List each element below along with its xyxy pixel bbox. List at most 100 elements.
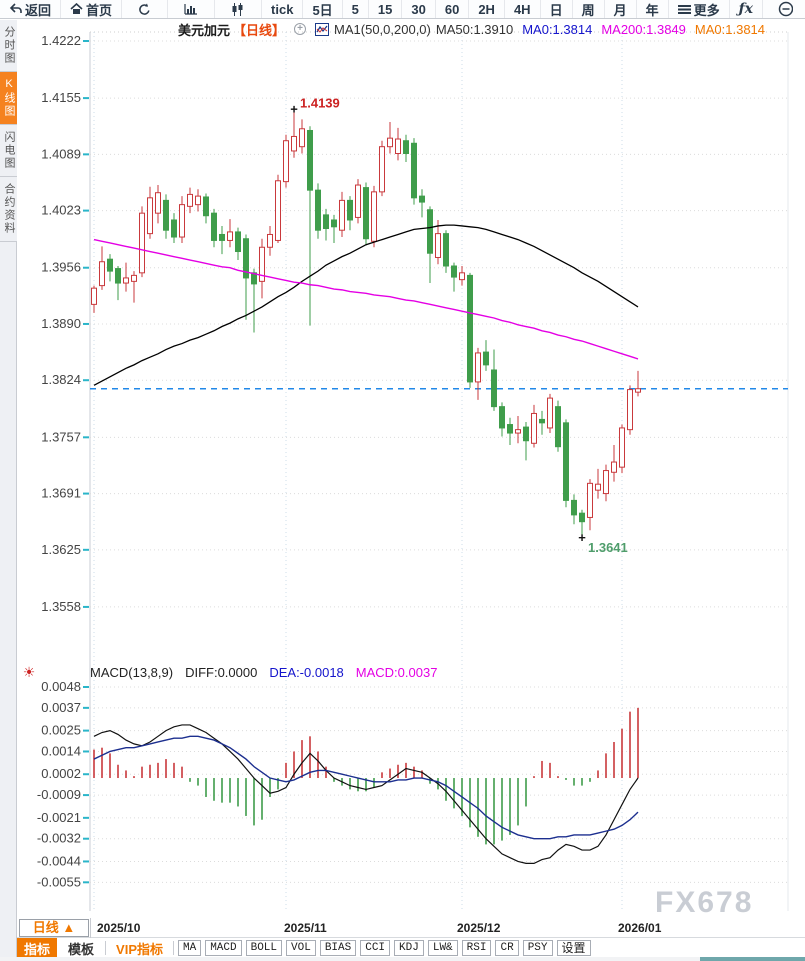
back-label: 返回 <box>25 2 52 18</box>
interval-60min-button[interactable]: 60 <box>436 0 470 18</box>
formula-button[interactable]: ƒx <box>730 0 764 18</box>
indicator-ma-button[interactable]: MA <box>178 940 202 956</box>
tab-indicators[interactable]: 指标 <box>17 937 58 959</box>
line-chart-button[interactable] <box>168 0 216 18</box>
vip-indicators-button[interactable]: VIP指标 <box>116 941 163 957</box>
svg-text:1.3956: 1.3956 <box>41 260 81 275</box>
svg-text:1.3890: 1.3890 <box>41 316 81 331</box>
bottom-toolbar: 指标 模板 VIP指标 MA MACD BOLL VOL BIAS CCI KD… <box>17 937 805 959</box>
indicator-bias-button[interactable]: BIAS <box>319 940 357 956</box>
svg-text:1.4089: 1.4089 <box>41 146 81 161</box>
interval-4h-button[interactable]: 4H <box>505 0 541 18</box>
settings-button[interactable]: 设置 <box>556 940 591 956</box>
column-chart-icon <box>184 3 198 15</box>
5day-label: 5日 <box>312 2 333 18</box>
week-label: 周 <box>581 2 595 18</box>
indicator-cci-button[interactable]: CCI <box>360 940 391 956</box>
main-chart-header: 美元加元 【日线】 + MA1(50,0,200,0) MA50:1.3910 … <box>178 21 766 38</box>
more-button[interactable]: 更多 <box>669 0 730 18</box>
svg-text:0.0025: 0.0025 <box>41 723 81 738</box>
svg-text:-0.0009: -0.0009 <box>37 787 81 802</box>
indicator-rsi-button[interactable]: RSI <box>461 940 492 956</box>
divider <box>173 941 174 955</box>
indicator-psy-button[interactable]: PSY <box>522 940 553 956</box>
svg-text:1.4155: 1.4155 <box>41 90 81 105</box>
back-button[interactable]: 返回 <box>0 0 62 18</box>
interval-30min-button[interactable]: 30 <box>402 0 436 18</box>
divider <box>105 941 107 955</box>
interval-week-button[interactable]: 周 <box>573 0 605 18</box>
add-indicator-icon[interactable]: + <box>294 23 307 35</box>
interval-5min-button[interactable]: 5 <box>343 0 369 18</box>
indicator-macd-button[interactable]: MACD <box>205 940 242 956</box>
interval-year-button[interactable]: 年 <box>637 0 669 18</box>
zoom-out-button[interactable] <box>763 0 794 18</box>
interval-5day-button[interactable]: 5日 <box>303 0 343 18</box>
svg-text:1.3757: 1.3757 <box>41 429 81 444</box>
tab-templates[interactable]: 模板 <box>68 941 95 957</box>
svg-text:1.3691: 1.3691 <box>41 486 81 501</box>
indicator-lw-button[interactable]: LW& <box>427 940 458 956</box>
sidebar-tab-lightning-chart[interactable]: 闪电图 <box>0 125 17 177</box>
indicator-boll-button[interactable]: BOLL <box>245 940 283 956</box>
period-selector-button[interactable]: 日线 ▲ <box>19 919 89 937</box>
interval-tick-button[interactable]: tick <box>262 0 304 18</box>
interval-15min-button[interactable]: 15 <box>369 0 403 18</box>
home-icon <box>70 3 83 15</box>
indicator-cr-button[interactable]: CR <box>495 940 519 956</box>
ma0-orange-value: MA0:1.3814 <box>694 21 766 37</box>
interval-day-button[interactable]: 日 <box>541 0 573 18</box>
svg-text:1.3641: 1.3641 <box>588 540 628 555</box>
indicator-vol-button[interactable]: VOL <box>286 940 316 956</box>
zoom-out-icon <box>775 1 794 17</box>
4h-label: 4H <box>513 1 531 17</box>
scrollbar-thumb[interactable] <box>700 957 805 961</box>
period-selector-label: 日线 <box>32 920 59 935</box>
ma200-value: MA200:1.3849 <box>601 21 686 37</box>
ma50-value: MA50:1.3910 <box>435 21 514 37</box>
xaxis-label-nov: 2025/11 <box>284 921 327 935</box>
svg-text:+: + <box>290 102 298 117</box>
sidebar-tab-kline-chart[interactable]: K线图 <box>0 72 17 125</box>
2h-label: 2H <box>478 1 495 17</box>
ma-definition: MA1(50,0,200,0) <box>334 21 431 37</box>
svg-text:0.0014: 0.0014 <box>41 743 81 758</box>
month-label: 月 <box>613 2 627 18</box>
xaxis-label-dec: 2025/12 <box>457 921 501 935</box>
svg-text:0.0037: 0.0037 <box>41 700 81 715</box>
sidebar-tab-time-chart[interactable]: 分时图 <box>0 20 17 72</box>
tick-label: tick <box>271 1 294 17</box>
home-button[interactable]: 首页 <box>61 0 123 18</box>
macd-macd-value: MACD:0.0037 <box>355 665 438 680</box>
indicator-kdj-button[interactable]: KDJ <box>394 940 424 956</box>
interval-month-button[interactable]: 月 <box>605 0 637 18</box>
chart-canvas[interactable]: 1.4222 1.4155 1.4089 1.4023 1.3956 1.3890 1.38… <box>17 18 805 915</box>
home-label: 首页 <box>86 2 113 18</box>
candle-chart-icon <box>231 2 245 16</box>
refresh-button[interactable] <box>122 0 169 18</box>
chevron-up-icon: ▲ <box>62 920 76 935</box>
candle-chart-button[interactable] <box>215 0 263 18</box>
svg-text:-0.0032: -0.0032 <box>37 831 81 846</box>
svg-text:-0.0021: -0.0021 <box>37 810 81 825</box>
svg-text:1.4222: 1.4222 <box>41 33 81 48</box>
macd-settings-icon[interactable]: ☀ <box>22 664 36 680</box>
interval-2h-button[interactable]: 2H <box>469 0 505 18</box>
ma0-blue-value: MA0:1.3814 <box>522 21 593 37</box>
svg-text:+: + <box>578 530 586 545</box>
svg-text:0.0048: 0.0048 <box>41 679 81 694</box>
svg-text:1.3625: 1.3625 <box>41 542 81 557</box>
sidebar-tab-contract-info[interactable]: 合约资料 <box>0 177 17 242</box>
xaxis-row: 日线 ▲ 2025/10 2025/11 2025/12 2026/01 <box>17 918 805 938</box>
back-arrow-icon <box>9 3 22 15</box>
scrollbar-track[interactable] <box>0 957 805 961</box>
30min-label: 30 <box>411 1 426 17</box>
refresh-icon <box>138 3 151 16</box>
svg-text:-0.0044: -0.0044 <box>37 853 81 868</box>
svg-text:1.3824: 1.3824 <box>41 372 81 387</box>
svg-text:1.4139: 1.4139 <box>300 96 340 111</box>
fx-label: ƒx <box>738 1 754 17</box>
year-label: 年 <box>645 2 659 18</box>
xaxis-label-oct: 2025/10 <box>97 921 141 935</box>
